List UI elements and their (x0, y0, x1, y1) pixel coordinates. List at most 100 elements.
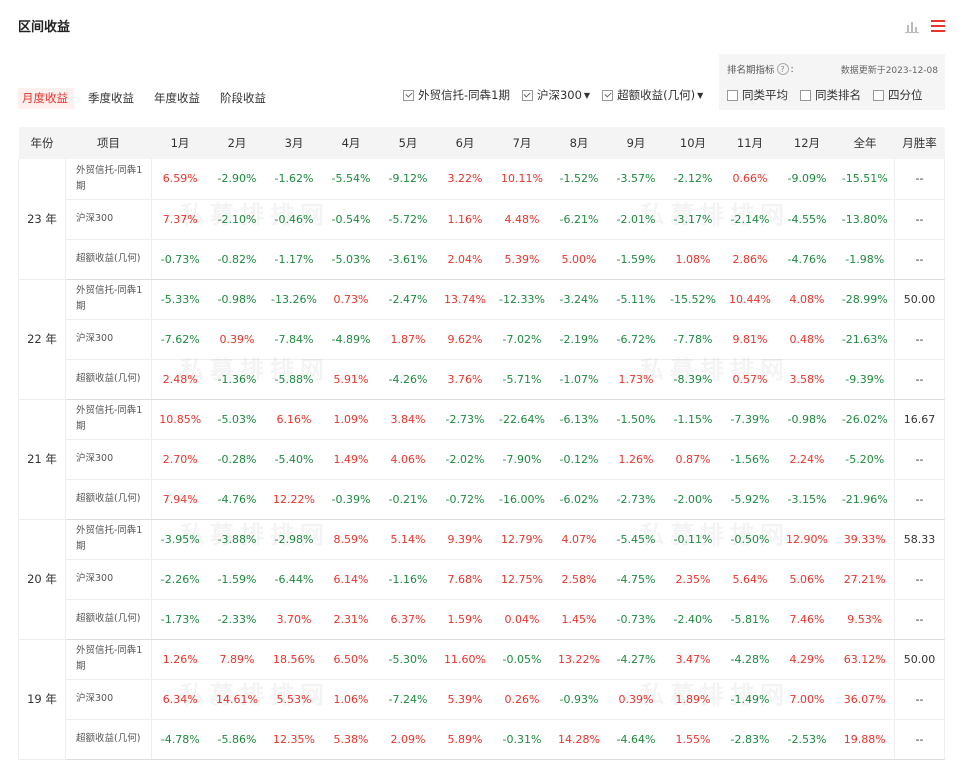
monthly-return-cell: -1.73% (151, 599, 209, 640)
table-row: 21 年外贸信托-同犇1期 10.85% -5.03% 6.16% 1.09% 3.84%… (18, 399, 945, 520)
monthly-return-cell: -6.13% (550, 399, 608, 440)
item-cell: 外贸信托-同犇1期 (65, 279, 152, 320)
monthly-return-cell: -1.07% (550, 359, 608, 400)
monthly-return-cell: 12.90% (778, 519, 836, 560)
monthly-return-cell: -5.86% (208, 719, 266, 760)
monthly-return-cell: -2.98% (265, 519, 323, 560)
monthly-return-cell: -0.73% (607, 599, 665, 640)
monthly-return-cell: 5.06% (778, 559, 836, 600)
help-icon[interactable]: ? (776, 63, 789, 75)
table-row: 超额收益(几何) -0.73% -0.82% -1.17% -5.03% -3.61% 2.… (19, 239, 945, 280)
menu-list-icon[interactable] (930, 18, 946, 34)
rank-quartile-checkbox[interactable]: 四分位 (873, 87, 923, 103)
monthly-return-cell: 14.28% (550, 719, 608, 760)
monthly-return-cell: -5.72% (379, 199, 437, 240)
monthly-return-cell: -3.57% (607, 159, 665, 200)
monthly-return-cell: -3.95% (151, 519, 209, 560)
monthly-return-cell: 7.89% (208, 639, 266, 680)
annual-return-cell: -21.63% (835, 319, 895, 360)
win-rate-cell: -- (894, 599, 945, 640)
caret-down-icon[interactable]: ▼ (583, 90, 591, 100)
monthly-return-cell: 7.00% (778, 679, 836, 720)
monthly-return-cell: -0.21% (379, 479, 437, 520)
monthly-return-cell: 10.85% (151, 399, 209, 440)
rank-panel: 排名期指标 ? : 数据更新于2023-12-08 同类平均 同类排名 四分位 (719, 54, 945, 110)
rank-ranking-checkbox[interactable]: 同类排名 (800, 87, 861, 103)
monthly-return-cell: -0.12% (550, 439, 608, 480)
monthly-return-cell: 7.46% (778, 599, 836, 640)
table-header-row: 年份 项目 1月 2月 3月 4月 5月 6月 7月 8月 9月 10月 11月 12月 全年 月胜率 (18, 127, 945, 159)
section-title: 区间收益 (18, 20, 71, 35)
table-row: 沪深300 6.34% 14.61% 5.53% 1.06% -7.24% 5.39% 0.2… (19, 679, 945, 720)
filter-excess-checkbox[interactable]: 超额收益(几何) ▼ (602, 87, 703, 103)
monthly-return-cell: -2.90% (208, 159, 266, 200)
checkbox-icon (873, 89, 884, 101)
monthly-return-cell: -0.05% (493, 639, 551, 680)
monthly-return-cell: 3.47% (664, 639, 722, 680)
monthly-return-cell: -4.28% (721, 639, 779, 680)
tab-stage[interactable]: 阶段收益 (220, 91, 266, 105)
monthly-return-cell: -0.50% (721, 519, 779, 560)
rank-average-checkbox[interactable]: 同类平均 (727, 87, 788, 103)
monthly-return-cell: -5.71% (493, 359, 551, 400)
monthly-return-cell: -0.73% (151, 239, 209, 280)
table-row: 超额收益(几何) 7.94% -4.76% 12.22% -0.39% -0.21% -0.… (19, 479, 945, 520)
monthly-return-cell: 0.66% (721, 159, 779, 200)
filter-index-checkbox[interactable]: 沪深300 ▼ (521, 87, 591, 103)
annual-return-cell: 27.21% (835, 559, 895, 600)
monthly-return-cell: -2.19% (550, 319, 608, 360)
monthly-return-cell: 6.34% (151, 679, 209, 720)
rank-label: 排名期指标 (727, 65, 775, 76)
monthly-return-cell: 14.61% (208, 679, 266, 720)
monthly-return-cell: -5.81% (721, 599, 779, 640)
rank-average-label: 同类平均 (742, 88, 788, 102)
column-header: 3月 (265, 127, 323, 159)
monthly-return-cell: 4.06% (379, 439, 437, 480)
monthly-return-cell: 6.59% (151, 159, 209, 200)
monthly-return-cell: -7.90% (493, 439, 551, 480)
monthly-return-cell: -2.12% (664, 159, 722, 200)
monthly-return-cell: -5.54% (322, 159, 380, 200)
column-header: 4月 (322, 127, 380, 159)
monthly-return-cell: -16.00% (493, 479, 551, 520)
column-header: 6月 (436, 127, 494, 159)
monthly-return-cell: 5.39% (493, 239, 551, 280)
annual-return-cell: 9.53% (835, 599, 895, 640)
monthly-return-cell: -3.24% (550, 279, 608, 320)
monthly-return-cell: 10.44% (721, 279, 779, 320)
tab-quarterly[interactable]: 季度收益 (88, 91, 134, 105)
column-header: 7月 (493, 127, 551, 159)
caret-down-icon[interactable]: ▼ (697, 90, 704, 100)
monthly-return-cell: -1.56% (721, 439, 779, 480)
monthly-return-cell: 3.70% (265, 599, 323, 640)
rank-colon: : (790, 63, 794, 75)
bar-chart-icon[interactable] (904, 18, 920, 34)
win-rate-cell: -- (894, 359, 945, 400)
monthly-return-cell: 7.37% (151, 199, 209, 240)
monthly-return-cell: -1.50% (607, 399, 665, 440)
monthly-return-cell: 5.53% (265, 679, 323, 720)
tab-yearly[interactable]: 年度收益 (154, 91, 200, 105)
item-cell: 超额收益(几何) (65, 359, 152, 400)
monthly-return-cell: 1.09% (322, 399, 380, 440)
item-cell: 外贸信托-同犇1期 (65, 519, 152, 560)
monthly-return-cell: -22.64% (493, 399, 551, 440)
monthly-return-cell: -4.75% (607, 559, 665, 600)
monthly-return-cell: -4.76% (208, 479, 266, 520)
monthly-return-cell: -2.40% (664, 599, 722, 640)
column-header: 年份 (18, 127, 66, 159)
win-rate-cell: -- (894, 559, 945, 600)
monthly-return-cell: -0.54% (322, 199, 380, 240)
tab-monthly[interactable]: 月度收益 (18, 88, 74, 109)
monthly-return-cell: 6.14% (322, 559, 380, 600)
annual-return-cell: -1.98% (835, 239, 895, 280)
monthly-return-cell: -2.02% (436, 439, 494, 480)
period-tabs: 月度收益 季度收益 年度收益 阶段收益 (18, 88, 282, 109)
table-row: 22 年外贸信托-同犇1期 -5.33% -0.98% -13.26% 0.73% -2.… (18, 279, 945, 400)
monthly-return-cell: 1.49% (322, 439, 380, 480)
monthly-return-cell: 6.50% (322, 639, 380, 680)
monthly-return-cell: 0.26% (493, 679, 551, 720)
monthly-return-cell: -3.88% (208, 519, 266, 560)
monthly-return-cell: -0.98% (778, 399, 836, 440)
filter-fund-checkbox[interactable]: 外贸信托-同犇1期 (403, 87, 510, 103)
